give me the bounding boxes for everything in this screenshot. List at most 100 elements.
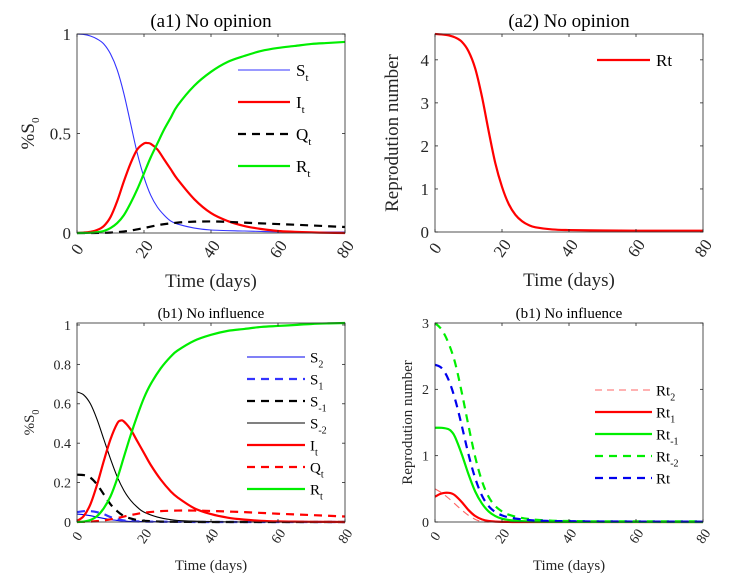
series-line-rt--1 — [435, 426, 703, 524]
legend: Rt2 Rt1 Rt-1Rt-2 Rt — [595, 383, 679, 487]
legend-label-subscript: t — [308, 136, 311, 148]
legend-label-subscript: 1 — [318, 381, 323, 392]
series-line-s-t — [77, 33, 345, 233]
legend-label: S2 — [310, 350, 323, 370]
legend-label: Rt-2 — [656, 449, 679, 469]
legend-label: Rt — [656, 51, 672, 70]
legend-label: Qt — [310, 460, 324, 480]
legend-label-subscript: t — [321, 469, 324, 480]
chart-title: (b1) No influence — [516, 306, 623, 322]
series-line-rt-1 — [435, 491, 703, 524]
legend-label: It — [296, 93, 305, 116]
legend-label-subscript: -2 — [670, 458, 678, 469]
y-axis-label: %S0 — [18, 117, 42, 149]
series-line-q-t — [77, 220, 345, 235]
chart-title: (a1) No opinion — [150, 11, 272, 32]
x-axis-label: Time (days) — [165, 271, 257, 292]
x-tick-label: 80 — [694, 527, 714, 547]
series-group — [435, 32, 703, 232]
series-line-rt — [435, 363, 703, 523]
y-axis-label: %S0 — [22, 410, 42, 436]
y-tick-label: 3 — [422, 317, 429, 332]
y-tick-label: 0 — [422, 516, 429, 531]
x-tick-label: 60 — [269, 527, 289, 547]
legend-label-subscript: t — [302, 104, 305, 116]
y-tick-label: 1 — [63, 25, 72, 44]
x-tick-label: 40 — [560, 527, 580, 547]
series-line-s-1 — [77, 509, 345, 524]
x-tick-label: 20 — [132, 237, 157, 262]
series-line-i-t — [77, 419, 345, 524]
x-tick-label: 60 — [624, 236, 649, 261]
y-tick-label: 0.4 — [54, 437, 72, 452]
legend-label-subscript: t — [305, 72, 308, 84]
legend-label: Qt — [296, 125, 311, 148]
chart-title: (a2) No opinion — [508, 11, 630, 32]
y-tick-label: 0.2 — [54, 476, 72, 491]
x-axis-label: Time (days) — [533, 558, 605, 574]
legend-label: Rt — [310, 482, 323, 502]
x-tick-label: 0 — [67, 240, 87, 258]
legend-label-subscript: t — [320, 491, 323, 502]
x-tick-label: 80 — [333, 237, 358, 262]
legend-label: S-2 — [310, 416, 327, 436]
legend-label-subscript: -2 — [318, 425, 326, 436]
series-line-rt — [435, 32, 703, 232]
y-tick-label: 0 — [64, 516, 71, 531]
chart-a2: (a2) No opinion 0 20 40 60 80 0 1 2 3 4 Time (days)… — [382, 11, 716, 291]
chart-title: (b1) No influence — [158, 306, 265, 322]
legend: Rt — [597, 51, 672, 70]
y-tick-label: 2 — [421, 137, 430, 156]
x-tick-label: 60 — [627, 527, 647, 547]
series-line-i-t — [77, 141, 345, 235]
y-tick-label: 1 — [421, 180, 430, 199]
y-tick-label: 3 — [421, 94, 430, 113]
x-axis-label: Time (days) — [523, 270, 615, 291]
legend-label: Rt1 — [656, 405, 675, 425]
legend-label-subscript: t — [307, 168, 310, 180]
x-tick-label: 40 — [557, 236, 582, 261]
legend-label: Rt2 — [656, 383, 675, 403]
y-tick-label: 0 — [63, 224, 72, 243]
x-tick-label: 40 — [202, 527, 222, 547]
series-line-q-t — [77, 509, 345, 524]
chart-b2: (b1) No influence 0 20 40 60 80 0 1 2 3 Time (days… — [400, 306, 714, 574]
legend-label-subscript: -1 — [318, 403, 326, 414]
legend-label-subscript: 2 — [318, 359, 323, 370]
series-group — [77, 33, 345, 235]
y-axis-label: Reprodution number — [382, 53, 403, 211]
y-tick-label: 1 — [64, 319, 71, 334]
x-axis-label: Time (days) — [175, 558, 247, 574]
x-tick-label: 80 — [691, 236, 716, 261]
x-tick-label: 20 — [490, 236, 515, 261]
y-axis-label-subscript: 0 — [30, 117, 42, 123]
legend-label: It — [310, 438, 318, 458]
y-axis-label: Reprodution number — [400, 360, 416, 485]
legend-label: Rt — [656, 471, 671, 487]
legend-label-subscript: 1 — [670, 414, 675, 425]
legend-label: S1 — [310, 372, 323, 392]
chart-a1: (a1) No opinion 0 20 40 60 80 0 0.5 1 Time (days)… — [18, 11, 358, 292]
y-tick-label: 1 — [422, 450, 429, 465]
y-tick-label: 0 — [421, 223, 430, 242]
legend-label: Rt-1 — [656, 427, 679, 447]
x-tick-label: 0 — [425, 239, 445, 257]
legend-label: St — [296, 61, 309, 84]
y-tick-label: 0.6 — [54, 398, 72, 413]
y-tick-label: 0.5 — [50, 124, 71, 143]
series-group — [435, 322, 703, 524]
x-tick-label: 40 — [199, 237, 224, 262]
x-tick-label: 0 — [428, 530, 444, 544]
x-tick-label: 20 — [135, 527, 155, 547]
x-tick-label: 60 — [266, 237, 291, 262]
y-axis-label-subscript: 0 — [31, 410, 42, 415]
y-tick-label: 2 — [422, 383, 429, 398]
legend-label-subscript: -1 — [670, 436, 678, 447]
legend: St It Qt Rt — [238, 61, 311, 180]
x-tick-label: 80 — [336, 527, 356, 547]
legend-label: S-1 — [310, 394, 327, 414]
x-tick-label: 0 — [70, 530, 86, 544]
